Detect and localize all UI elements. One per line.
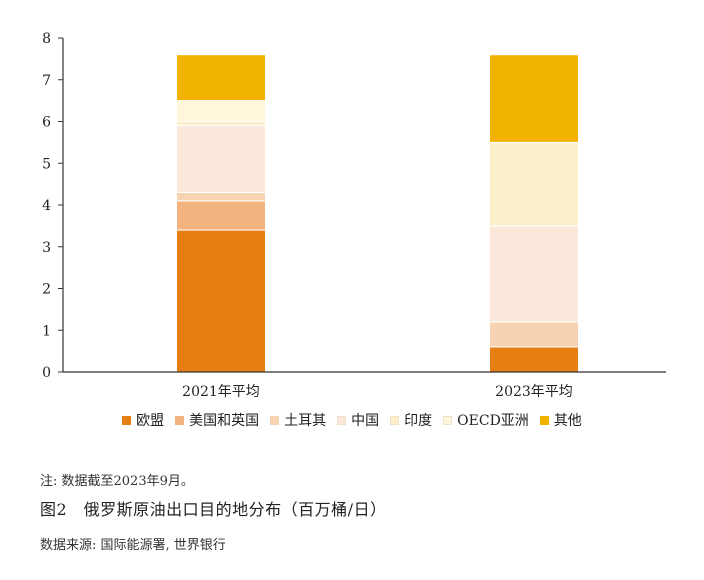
bar-segment (176, 191, 266, 202)
y-tick-label: 4 (42, 198, 51, 214)
figure-title: 图2 俄罗斯原油出口目的地分布（百万桶/日） (40, 500, 387, 519)
y-tick-label: 2 (42, 282, 51, 298)
stacked-bar-chart: 2021年平均 2023年平均 0 1 2 3 4 5 6 7 8 (42, 31, 666, 400)
chart-note: 注: 数据截至2023年9月。 (40, 474, 194, 489)
bar-segment (489, 225, 579, 323)
legend-label: OECD亚洲 (457, 413, 529, 429)
legend-swatch (443, 415, 453, 425)
y-tick-label: 6 (42, 115, 51, 131)
legend-item: 其他 (539, 410, 582, 430)
legend: 欧盟 美国和英国 土耳其 中国 印度 OECD亚洲 其他 (0, 408, 704, 432)
bar-segment (176, 121, 266, 127)
bar-segment (489, 346, 579, 373)
legend-item: 欧盟 (122, 410, 164, 430)
legend-swatch (390, 415, 400, 425)
y-tick-label: 0 (42, 365, 51, 381)
legend-swatch (270, 415, 280, 425)
x-tick-label: 2021年平均 (182, 384, 260, 400)
legend-label: 其他 (553, 413, 582, 429)
bar-segment (176, 125, 266, 193)
bar-segment (176, 54, 266, 102)
legend-item: 土耳其 (270, 410, 326, 430)
legend-label: 中国 (351, 413, 380, 429)
x-tick-label: 2023年平均 (495, 384, 573, 400)
legend-label: 美国和英国 (189, 413, 260, 429)
y-tick-label: 7 (42, 73, 51, 89)
y-tick-label: 5 (42, 156, 51, 172)
bar-segment (489, 321, 579, 348)
legend-item: 印度 (390, 410, 432, 430)
bar-segment (176, 100, 266, 122)
legend-label: 土耳其 (284, 413, 327, 429)
data-source: 数据来源: 国际能源署, 世界银行 (40, 538, 226, 553)
legend-swatch (122, 415, 132, 425)
y-tick-label: 3 (42, 240, 51, 256)
legend-swatch (539, 415, 549, 425)
legend-label: 印度 (404, 413, 433, 429)
bar-segment (489, 54, 579, 143)
legend-item: 美国和英国 (175, 410, 259, 430)
legend-item: OECD亚洲 (443, 410, 529, 430)
bar-segment (176, 200, 266, 231)
bar-segment (489, 141, 579, 227)
y-tick-label: 1 (42, 323, 51, 339)
y-tick-label: 8 (42, 31, 51, 47)
legend-swatch (175, 415, 185, 425)
legend-swatch (337, 415, 347, 425)
bar-segment (176, 229, 266, 373)
legend-label: 欧盟 (136, 413, 165, 429)
legend-item: 中国 (337, 410, 379, 430)
